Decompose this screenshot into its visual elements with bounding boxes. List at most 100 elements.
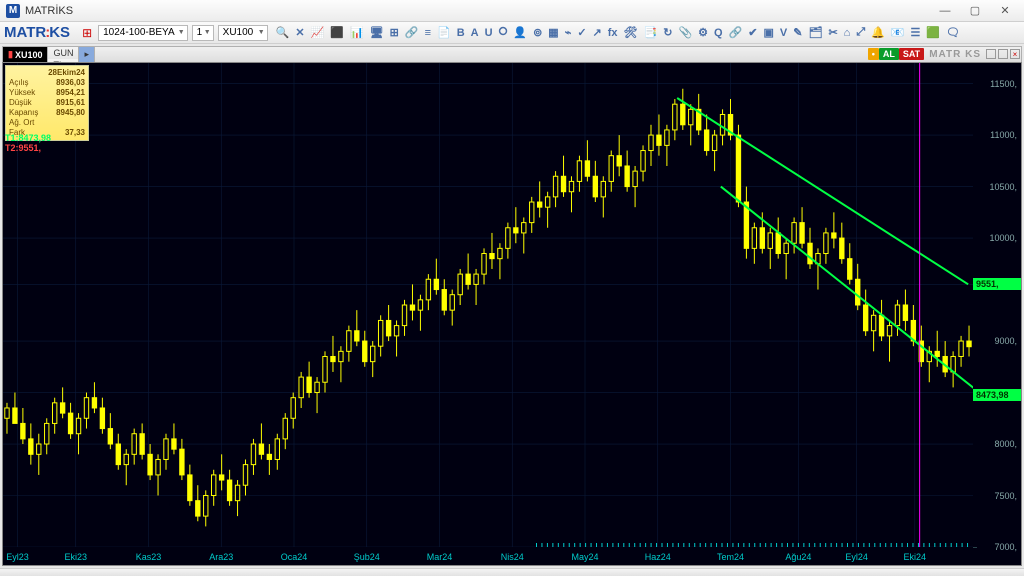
toolbar-icon-36[interactable]: 🔔 (871, 26, 885, 39)
scale-select[interactable]: 1 (192, 25, 214, 41)
x-tick: Oca24 (281, 552, 308, 562)
x-tick: Eyl23 (6, 552, 29, 562)
ohlc-row: Yüksek8954,21 (9, 88, 85, 98)
status-brand: MATR KS (926, 49, 984, 60)
toolbar-icon-37[interactable]: 📧 (891, 26, 905, 39)
toolbar-icon-3[interactable]: ⬛ (330, 26, 344, 39)
toolbar-icon-22[interactable]: 📑 (644, 26, 658, 39)
toolbar-icon-39[interactable]: 🟩 (926, 26, 940, 39)
brand-right: KS (49, 24, 70, 41)
toolbar-icon-9[interactable]: 📄 (437, 26, 451, 39)
toolbar-icon-27[interactable]: 🔗 (729, 26, 743, 39)
toolbar-icon-19[interactable]: ↗ (593, 26, 602, 39)
x-tick: Şub24 (354, 552, 380, 562)
toolbar-icon-17[interactable]: ⌁ (565, 26, 572, 39)
status-close[interactable]: × (1010, 49, 1020, 59)
toolbar-icon-31[interactable]: ✎ (793, 26, 802, 39)
toolbar-icon-13[interactable]: ⭘ (499, 26, 508, 39)
window-close[interactable]: ✕ (992, 3, 1018, 19)
status-box-1[interactable] (986, 49, 996, 59)
toolbar-icon-6[interactable]: ⊞ (390, 26, 399, 39)
x-tick: Eki23 (64, 552, 87, 562)
status-box-2[interactable] (998, 49, 1008, 59)
toolbar-icons: 🔍 ✕ 📈 ⬛ 📊 🖥 ⊞ 🔗 ≡ 📄 BAU ⭘ 👤 ⊚ ▦ ⌁ ✓ ↗ fx 🛠 📑 ↻ 📎 ⚙ Q 🔗 ✔ ▣ V ✎ 🗂 ✂ ⌂ ⤢ 🔔 📧 ☰… (276, 26, 1020, 39)
toolbar-icon-23[interactable]: ↻ (663, 26, 672, 39)
toolbar-icon-24[interactable]: 📎 (678, 26, 692, 39)
app-title: MATRİKS (25, 5, 73, 17)
price-flag: 9551, (973, 278, 1021, 290)
x-tick: Tem24 (717, 552, 744, 562)
toolbar-icon-8[interactable]: ≡ (425, 27, 431, 39)
chart-container: ▮ XU100 GUNTLLOGKHNSVDSYMTMP ▸ •ALSAT MA… (0, 44, 1024, 568)
y-tick: 11000, (990, 130, 1017, 140)
toolbar-icon-0[interactable]: 🔍 (276, 26, 290, 39)
toolbar-icon-20[interactable]: fx (608, 27, 618, 39)
y-tick: 8000, (994, 439, 1017, 449)
status-chip-2[interactable]: SAT (899, 48, 924, 60)
x-tick: Nis24 (501, 552, 524, 562)
trend-labels: T1:8473,98 T2:9551, (5, 133, 51, 153)
y-tick: 9000, (994, 336, 1017, 346)
y-tick: 10500, (989, 182, 1017, 192)
toolbar-icon-30[interactable]: V (780, 27, 787, 39)
toolbar-icon-35[interactable]: ⤢ (856, 26, 865, 39)
toolbar-icon-10[interactable]: B (457, 27, 465, 39)
x-tick: Eyl24 (845, 552, 868, 562)
window-minimize[interactable]: — (932, 3, 958, 19)
toolbar-icon-5[interactable]: 🖥 (370, 26, 384, 39)
toolbar-icon-38[interactable]: ☰ (911, 26, 921, 39)
x-tick: Ağu24 (785, 552, 811, 562)
status-chip-1[interactable]: AL (879, 48, 899, 60)
toolbar-icon-11[interactable]: A (471, 27, 479, 39)
x-tick: May24 (571, 552, 598, 562)
ohlc-tooltip: 28Ekim24 Açılış8936,03Yüksek8954,21Düşük… (5, 65, 89, 141)
toolbar-icon-21[interactable]: 🛠 (624, 26, 638, 39)
y-tick: 11500, (990, 79, 1017, 89)
y-tick: 7000, (994, 542, 1017, 552)
x-tick: Ara23 (209, 552, 233, 562)
main-toolbar: MATR:KS ⊞ 1024-100-BEYA 1 XU100 🔍 ✕ 📈 ⬛ 📊 🖥 ⊞ 🔗… (0, 22, 1024, 44)
toolbar-icon-4[interactable]: 📊 (350, 26, 364, 39)
x-axis: Eyl23Eki23Kas23Ara23Oca24Şub24Mar24Nis24… (3, 547, 973, 565)
tab-gun[interactable]: GUN (48, 47, 79, 59)
price-flag: 8473,98 (973, 389, 1021, 401)
tab-symbol[interactable]: ▮ XU100 (3, 47, 48, 62)
toolbar-icon-1[interactable]: ✕ (295, 26, 304, 39)
x-tick: Haz24 (645, 552, 671, 562)
toolbar-icon-14[interactable]: 👤 (513, 26, 527, 39)
toolbar-icon-16[interactable]: ▦ (548, 26, 558, 39)
toolbar-icon-29[interactable]: ▣ (764, 26, 774, 39)
tab-more[interactable]: ▸ (79, 47, 95, 62)
window-maximize[interactable]: ▢ (962, 3, 988, 19)
y-tick: 10000, (989, 233, 1017, 243)
y-axis: 7000,7500,8000,8500,9000,9551,10000,1050… (973, 63, 1021, 547)
toolbar-icon-26[interactable]: Q (714, 27, 723, 39)
toolbar-icon-32[interactable]: 🗂 (808, 26, 822, 39)
layout-select[interactable]: 1024-100-BEYA (98, 25, 188, 41)
x-tick: Eki24 (904, 552, 927, 562)
ohlc-row: Ağ. Ort (9, 118, 85, 128)
ohlc-row: Kapanış8945,80 (9, 108, 85, 118)
brand-left: MATR (4, 24, 46, 41)
trend-t1: T1:8473,98 (5, 133, 51, 143)
toolbar-icon-40[interactable]: 🗨 (946, 26, 960, 39)
y-tick: 7500, (994, 491, 1017, 501)
toolbar-icon-28[interactable]: ✔ (748, 26, 757, 39)
toolbar-icon-34[interactable]: ⌂ (844, 27, 851, 39)
toolbar-icon-12[interactable]: U (485, 27, 493, 39)
toolbar-icon-25[interactable]: ⚙ (698, 26, 708, 39)
flag-icon: ▮ (8, 49, 13, 60)
toolbar-icon-2[interactable]: 📈 (311, 26, 325, 39)
grid-icon[interactable]: ⊞ (82, 26, 92, 40)
toolbar-icon-7[interactable]: 🔗 (405, 26, 419, 39)
toolbar-icon-18[interactable]: ✓ (577, 26, 586, 39)
chart-status-bar: •ALSAT MATR KS × (868, 46, 1020, 62)
brand-logo: MATR:KS (4, 24, 70, 41)
chart-plot[interactable]: 28Ekim24 Açılış8936,03Yüksek8954,21Düşük… (2, 62, 1022, 566)
toolbar-icon-15[interactable]: ⊚ (533, 26, 542, 39)
app-titlebar: M MATRİKS — ▢ ✕ (0, 0, 1024, 22)
status-chip-0[interactable]: • (868, 48, 879, 60)
toolbar-icon-33[interactable]: ✂ (828, 26, 837, 39)
symbol-select[interactable]: XU100 (218, 25, 268, 41)
ohlc-row: Açılış8936,03 (9, 78, 85, 88)
